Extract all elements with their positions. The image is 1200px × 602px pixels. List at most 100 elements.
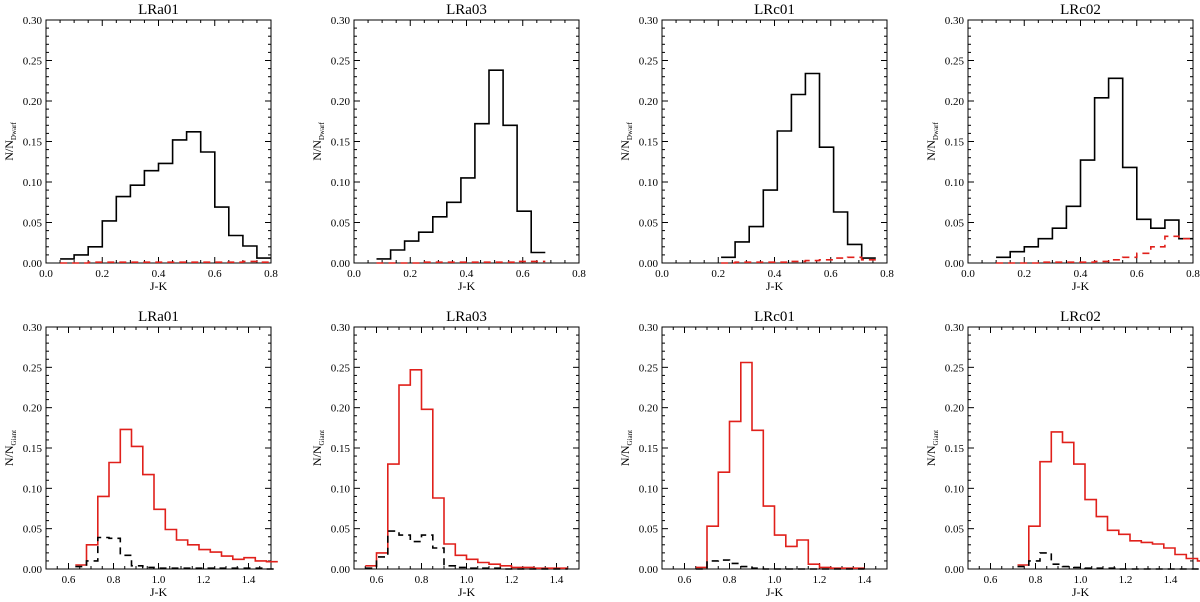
chart-2-y-tick-label: 0.10 <box>639 177 659 189</box>
chart-4-y-axis-label: N/NGiant <box>2 430 18 466</box>
chart-0-y-tick-label: 0.30 <box>23 15 43 27</box>
chart-7-series-solid <box>1017 431 1200 566</box>
chart-7-y-tick-label: 0.00 <box>945 564 965 576</box>
chart-1-x-axis-label: J-K <box>458 279 476 293</box>
chart-2-x-tick-label: 0.4 <box>768 268 782 280</box>
chart-5-y-tick-label: 0.05 <box>331 524 351 536</box>
chart-3-y-tick-label: 0.30 <box>945 15 965 27</box>
chart-1: LRa03 0.0 0.2 0.4 0.6 0.8 0.00 0.05 0.10 0.15 0.20… <box>310 2 586 293</box>
chart-3-y-tick-label: 0.10 <box>945 177 965 189</box>
chart-2-series-dashed <box>721 256 876 264</box>
chart-0-x-tick-label: 0.6 <box>208 268 222 280</box>
chart-6-x-tick-label: 1.4 <box>858 574 872 586</box>
chart-7-x-tick-label: 1.2 <box>1119 574 1133 586</box>
chart-2-y-tick-label: 0.25 <box>639 56 659 68</box>
chart-3-y-tick-label: 0.00 <box>945 258 965 270</box>
chart-2-x-axis-label: J-K <box>766 279 784 293</box>
chart-7-y-tick-label: 0.10 <box>945 483 965 495</box>
chart-4-y-tick-label: 0.20 <box>23 403 43 415</box>
chart-1-frame <box>353 19 580 264</box>
chart-7-y-axis-label: N/NGiant <box>924 430 940 466</box>
chart-6-y-tick-label: 0.00 <box>639 564 659 576</box>
chart-7-x-axis-label: J-K <box>1072 585 1090 599</box>
chart-3-x-tick-label: 0.2 <box>1017 268 1031 280</box>
chart-0-frame <box>45 19 272 264</box>
chart-2-y-tick-label: 0.30 <box>639 15 659 27</box>
chart-1-y-axis-label: N/NDwarf <box>310 122 326 161</box>
chart-1-y-tick-label: 0.10 <box>331 177 351 189</box>
chart-6-x-tick-label: 1.2 <box>813 574 827 586</box>
chart-7-series-dashed <box>1017 552 1200 570</box>
chart-7-x-tick-label: 1.4 <box>1164 574 1178 586</box>
chart-5-y-axis-label: N/NGiant <box>310 430 326 466</box>
chart-3-series-dashed <box>996 235 1193 264</box>
chart-3-y-tick-label: 0.15 <box>945 137 965 149</box>
chart-6-y-tick-label: 0.25 <box>639 362 659 374</box>
chart-5-x-axis-label: J-K <box>458 585 476 599</box>
chart-4-x-axis-label: J-K <box>150 585 168 599</box>
chart-7-x-tick-label: 1.0 <box>1074 574 1088 586</box>
chart-1-y-tick-label: 0.30 <box>331 15 351 27</box>
chart-4-y-tick-label: 0.10 <box>23 483 43 495</box>
chart-7-x-tick-label: 0.8 <box>1029 574 1043 586</box>
chart-6-y-tick-label: 0.30 <box>639 322 659 334</box>
chart-3-y-tick-label: 0.05 <box>945 218 965 230</box>
chart-6-series-dashed <box>695 559 865 570</box>
chart-0-x-tick-label: 0.8 <box>264 268 278 280</box>
chart-1-y-tick-label: 0.25 <box>331 56 351 68</box>
chart-2-x-tick-label: 0.8 <box>880 268 894 280</box>
chart-4-x-tick-label: 1.4 <box>242 574 256 586</box>
chart-1-y-tick-label: 0.00 <box>331 258 351 270</box>
chart-0-y-tick-label: 0.20 <box>23 96 43 108</box>
chart-2-frame <box>661 19 888 264</box>
chart-6-series-solid <box>695 361 865 569</box>
chart-5: LRa03 0.6 0.8 1.0 1.2 1.4 0.00 0.05 0.10 0.15 0.20… <box>310 309 580 599</box>
chart-2-x-tick-label: 0.6 <box>824 268 838 280</box>
chart-1-x-tick-label: 0.0 <box>347 268 361 280</box>
chart-0-y-tick-label: 0.10 <box>23 177 43 189</box>
chart-1-x-tick-label: 0.2 <box>403 268 417 280</box>
chart-0-x-axis-label: J-K <box>150 279 168 293</box>
chart-2-title: LRc01 <box>754 2 795 18</box>
chart-1-series-dashed <box>376 260 546 264</box>
chart-4-y-tick-label: 0.15 <box>23 443 43 455</box>
chart-4-series-dashed <box>75 536 278 570</box>
chart-1-series-solid <box>376 69 546 260</box>
chart-4-x-tick-label: 1.0 <box>152 574 166 586</box>
chart-0-x-tick-label: 0.2 <box>95 268 109 280</box>
chart-0-series-dashed <box>60 260 271 264</box>
chart-4-series-solid <box>75 428 278 566</box>
chart-4-frame <box>45 326 272 570</box>
chart-4-y-tick-label: 0.25 <box>23 362 43 374</box>
chart-6-y-axis-label: N/NGiant <box>618 430 634 466</box>
chart-3: LRc02 0.0 0.2 0.4 0.6 0.8 0.00 0.05 0.10 0.15 0.20… <box>924 2 1200 293</box>
chart-3-x-tick-label: 0.8 <box>1186 268 1200 280</box>
chart-6-x-tick-label: 0.6 <box>678 574 692 586</box>
chart-5-x-tick-label: 0.6 <box>370 574 384 586</box>
chart-0-y-tick-label: 0.15 <box>23 137 43 149</box>
chart-0-x-tick-label: 0.4 <box>152 268 166 280</box>
chart-6-y-tick-label: 0.10 <box>639 483 659 495</box>
chart-0-series-solid <box>60 131 271 260</box>
chart-5-y-tick-label: 0.00 <box>331 564 351 576</box>
chart-5-x-tick-label: 1.0 <box>460 574 474 586</box>
chart-0: LRa01 0.0 0.2 0.4 0.6 0.8 0.00 0.05 0.10 0.15 0.20… <box>2 2 278 293</box>
chart-4: LRa01 0.6 0.8 1.0 1.2 1.4 0.00 0.05 0.10 0.15 0.20… <box>2 309 278 599</box>
chart-0-x-tick-label: 0.0 <box>39 268 53 280</box>
chart-3-x-tick-label: 0.4 <box>1074 268 1088 280</box>
chart-6-y-tick-label: 0.05 <box>639 524 659 536</box>
chart-3-frame <box>967 19 1194 264</box>
chart-3-y-axis-label: N/NDwarf <box>924 122 940 161</box>
chart-5-y-tick-label: 0.30 <box>331 322 351 334</box>
chart-1-y-tick-label: 0.05 <box>331 218 351 230</box>
chart-5-y-tick-label: 0.25 <box>331 362 351 374</box>
chart-3-y-tick-label: 0.20 <box>945 96 965 108</box>
chart-3-series-solid <box>996 77 1193 259</box>
chart-7-x-tick-label: 0.6 <box>984 574 998 586</box>
chart-6-y-tick-label: 0.15 <box>639 443 659 455</box>
chart-2-y-tick-label: 0.00 <box>639 258 659 270</box>
chart-5-y-tick-label: 0.15 <box>331 443 351 455</box>
chart-4-y-tick-label: 0.05 <box>23 524 43 536</box>
chart-7: LRc02 0.6 0.8 1.0 1.2 1.4 0.00 0.05 0.10 0.15 0.20… <box>924 309 1200 599</box>
